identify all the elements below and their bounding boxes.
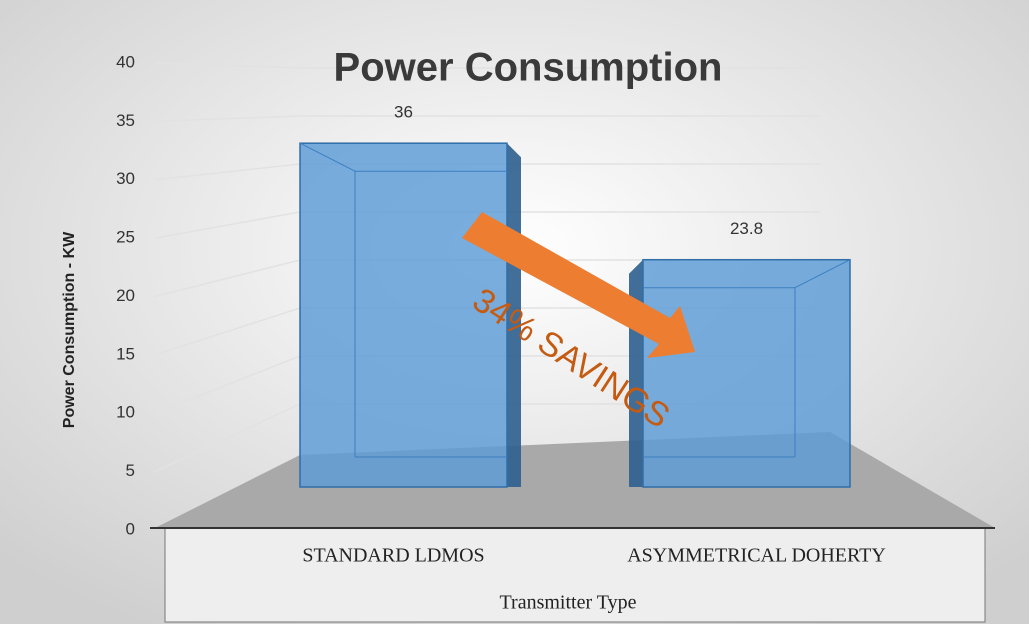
y-tick-label: 35 (116, 111, 135, 130)
x-tick-label: ASYMMETRICAL DOHERTY (627, 545, 886, 567)
bar-side (629, 259, 643, 487)
bar-front (299, 142, 508, 488)
y-tick-label: 40 (116, 52, 135, 71)
x-tick-label: STANDARD LDMOS (302, 545, 484, 567)
y-tick-label: 25 (116, 228, 135, 247)
y-tick-label: 20 (116, 286, 135, 305)
savings-arrow (462, 212, 695, 358)
y-tick-label: 5 (126, 461, 135, 480)
y-tick-label: 15 (116, 344, 135, 363)
y-tick-label: 30 (116, 169, 135, 188)
chart-title: Power Consumption (334, 46, 723, 90)
data-label: 36 (394, 103, 413, 122)
y-tick-label: 0 (126, 519, 135, 538)
x-axis-label: Transmitter Type (500, 592, 637, 614)
bar (299, 142, 521, 488)
grid-line (154, 62, 820, 69)
bar-front (642, 258, 851, 488)
bar (629, 258, 851, 488)
y-axis-label: Power Consumption - KW (61, 231, 78, 428)
data-label: 23.8 (730, 219, 763, 238)
y-tick-label: 10 (116, 403, 135, 422)
x-axis-panel (164, 527, 986, 623)
bars (299, 142, 851, 488)
grid-line (154, 115, 820, 123)
